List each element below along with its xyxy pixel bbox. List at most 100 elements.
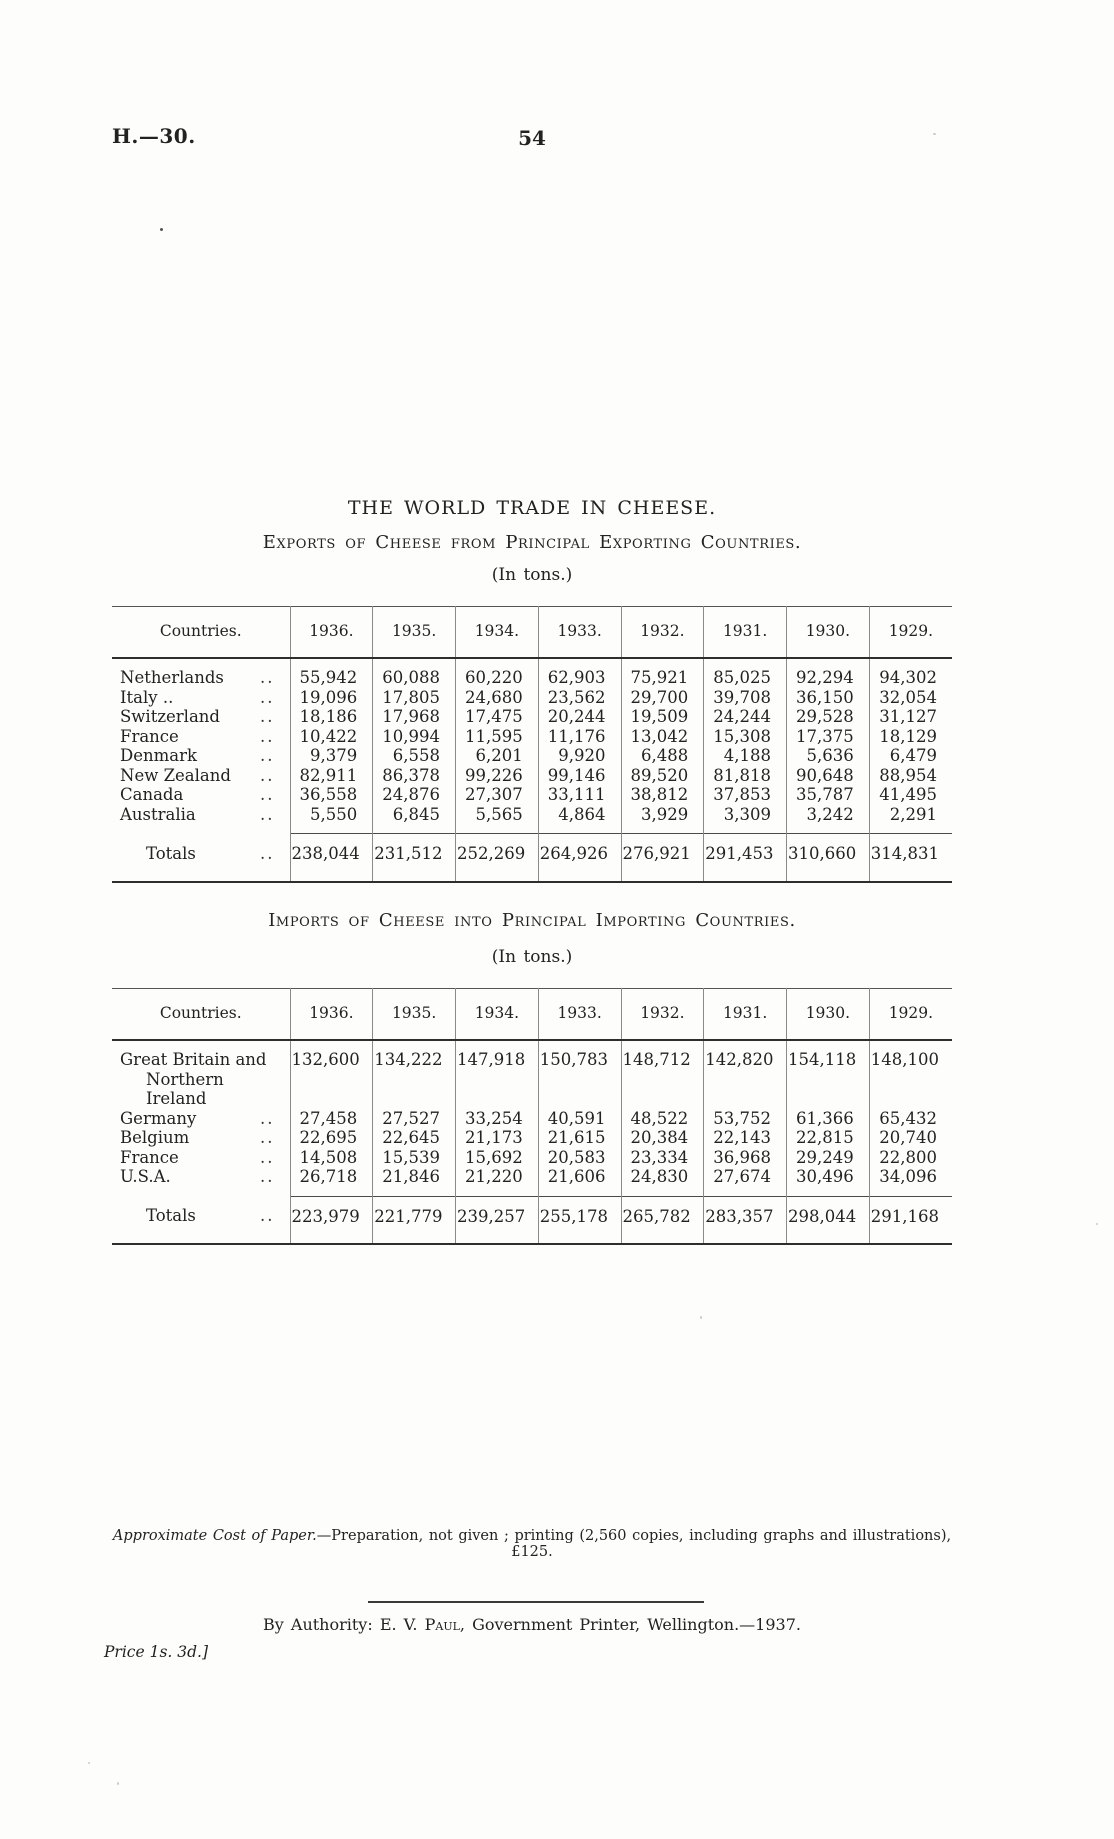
scan-speck <box>88 1762 90 1764</box>
value-cell: 14,508 <box>289 1147 373 1167</box>
value-cell: 22,815 <box>786 1128 870 1148</box>
value-cell: 19,509 <box>620 707 704 727</box>
leader-dots: .. <box>260 1147 275 1167</box>
totals-value-cell: 291,168 <box>868 1195 952 1244</box>
label-line: Denmark.. <box>120 746 280 766</box>
totals-value-cell: 276,921 <box>620 833 704 882</box>
country-label: U.S.A. <box>120 1167 171 1186</box>
leader-dots: .. <box>260 843 275 863</box>
value-cell: 15,539 <box>372 1147 456 1167</box>
table-row: Australia.. 5,550 6,845 5,565 4,864 3,929 3,30… <box>112 804 952 834</box>
country-label: Belgium <box>120 1128 190 1147</box>
label-line: Canada.. <box>120 785 280 805</box>
value-cell: 6,201 <box>455 746 539 766</box>
country-cell: New Zealand.. <box>112 766 290 786</box>
year-column-header: 1933. <box>537 606 621 659</box>
value-cell: 37,853 <box>703 785 787 805</box>
year-column-header: 1932. <box>620 988 704 1041</box>
scan-speck <box>1096 1223 1098 1225</box>
value-cell: 81,818 <box>703 765 787 785</box>
year-column-header: 1929. <box>868 606 952 659</box>
value-cell: 99,226 <box>455 765 539 785</box>
value-cell: 147,918 <box>455 1040 539 1109</box>
value-cell: 53,752 <box>703 1108 787 1128</box>
value-cell: 5,550 <box>289 804 373 834</box>
leader-dots: .. <box>260 785 275 804</box>
value-cell: 15,308 <box>703 726 787 746</box>
leader-dots: .. <box>260 1167 275 1186</box>
year-column-header: 1929. <box>868 988 952 1041</box>
value-cell: 23,562 <box>537 687 621 707</box>
value-cell: 10,422 <box>289 726 373 746</box>
country-cell: U.S.A... <box>112 1167 290 1196</box>
year-column-header: 1936. <box>289 988 373 1041</box>
value-cell: 60,088 <box>372 658 456 688</box>
label-line: Belgium.. <box>120 1128 280 1148</box>
totals-value-cell: 283,357 <box>703 1195 787 1244</box>
totals-row: Totals.. 238,044 231,512 252,269 264,926 276,… <box>112 833 952 882</box>
value-cell: 19,096 <box>289 687 373 707</box>
cost-of-paper-note: Approximate Cost of Paper.—Preparation, … <box>112 1528 952 1560</box>
label-line: U.S.A... <box>120 1167 280 1187</box>
year-column-header: 1935. <box>372 606 456 659</box>
totals-value-cell: 231,512 <box>372 833 456 882</box>
table-row: Belgium.. 22,695 22,645 21,173 21,615 20,384 2… <box>112 1128 952 1148</box>
value-cell: 34,096 <box>868 1167 952 1196</box>
year-column-header: 1930. <box>786 988 870 1041</box>
value-cell: 22,143 <box>703 1128 787 1148</box>
label-line: Italy .... <box>120 688 280 708</box>
cost-note-rest: —Preparation, not given ; printing (2,56… <box>316 1528 952 1560</box>
value-cell: 27,307 <box>455 785 539 805</box>
value-cell: 6,845 <box>372 804 456 834</box>
countries-column-header: Countries. <box>112 988 290 1041</box>
value-cell: 154,118 <box>786 1040 870 1109</box>
value-cell: 132,600 <box>289 1040 373 1109</box>
value-cell: 21,220 <box>455 1167 539 1196</box>
totals-row: Totals.. 223,979 221,779 239,257 255,178 265,… <box>112 1195 952 1244</box>
value-cell: 30,496 <box>786 1167 870 1196</box>
country-label: Netherlands <box>120 668 224 687</box>
value-cell: 6,479 <box>868 746 952 766</box>
totals-value-cell: 265,782 <box>620 1195 704 1244</box>
leader-dots: .. <box>260 687 275 707</box>
value-cell: 35,787 <box>786 785 870 805</box>
value-cell: 15,692 <box>455 1147 539 1167</box>
value-cell: 39,708 <box>703 687 787 707</box>
value-cell: 86,378 <box>372 765 456 785</box>
value-cell: 90,648 <box>786 765 870 785</box>
value-cell: 38,812 <box>620 785 704 805</box>
value-cell: 55,942 <box>289 658 373 688</box>
totals-value-cell: 239,257 <box>455 1195 539 1244</box>
country-cell: Denmark.. <box>112 746 290 766</box>
year-column-header: 1936. <box>289 606 373 659</box>
value-cell: 21,606 <box>537 1167 621 1196</box>
label-line: Great Britain and <box>120 1050 280 1070</box>
value-cell: 2,291 <box>868 804 952 834</box>
country-label: Denmark <box>120 746 197 765</box>
country-cell: Great Britain and Northern Ireland <box>112 1040 290 1109</box>
country-cell: Italy .... <box>112 688 290 708</box>
exports-table: Countries. 1936. 1935. 1934. 1933. 1932. 1931.… <box>112 606 952 883</box>
country-label: France <box>120 1147 179 1167</box>
value-cell: 6,488 <box>620 746 704 766</box>
value-cell: 17,968 <box>372 707 456 727</box>
value-cell: 20,384 <box>620 1128 704 1148</box>
value-cell: 29,700 <box>620 687 704 707</box>
table-row: France.. 14,508 15,539 15,692 20,583 23,334 36… <box>112 1147 952 1167</box>
country-cell: Germany.. <box>112 1109 290 1129</box>
authority-suffix: , Government Printer, Wellington.—1937. <box>459 1615 801 1634</box>
header-row: Countries. 1936. 1935. 1934. 1933. 1932. 1931.… <box>112 606 952 659</box>
value-cell: 4,864 <box>537 804 621 834</box>
leader-dots: .. <box>260 1206 275 1225</box>
country-label: Germany <box>120 1108 197 1128</box>
header-row: Countries. 1936. 1935. 1934. 1933. 1932. 1931.… <box>112 988 952 1041</box>
totals-label-cell: Totals.. <box>112 834 290 882</box>
value-cell: 20,244 <box>537 707 621 727</box>
value-cell: 24,680 <box>455 687 539 707</box>
value-cell: 48,522 <box>620 1108 704 1128</box>
label-line: Australia.. <box>120 805 280 825</box>
value-cell: 148,100 <box>868 1040 952 1109</box>
value-cell: 9,920 <box>537 746 621 766</box>
price-note: Price 1s. 3d.] <box>104 1643 209 1661</box>
